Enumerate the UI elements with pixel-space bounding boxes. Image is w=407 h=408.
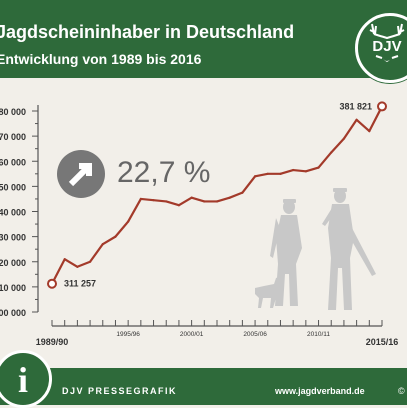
y-tick-label: 360 000	[0, 157, 26, 167]
change-percent: 22,7 %	[117, 156, 211, 189]
data-series	[47, 101, 387, 289]
y-tick-label: 320 000	[0, 258, 26, 268]
logo-text: DJV	[372, 38, 402, 55]
y-tick-label: 310 000	[0, 283, 26, 293]
series-line-segment	[190, 196, 206, 203]
x-tick-label: 1989/90	[36, 337, 69, 347]
y-tick-label: 350 000	[0, 182, 26, 192]
series-line-segment	[355, 118, 371, 133]
series-line-segment	[330, 137, 346, 154]
data-point	[377, 101, 387, 112]
series-line-segment	[152, 199, 168, 203]
footer-link[interactable]: www.jagdverband.de	[275, 386, 365, 396]
footer: DJV PRESSEGRAFIK www.jagdverband.de ©	[0, 368, 407, 405]
x-tick-label: 2000/01	[180, 331, 204, 338]
antlers-icon	[369, 23, 405, 62]
hunters-silhouette	[255, 188, 376, 310]
footer-label: DJV PRESSEGRAFIK	[62, 386, 178, 396]
series-line-segment	[253, 172, 269, 178]
y-tick-label: 380 000	[0, 107, 26, 117]
y-tick-label: 370 000	[0, 132, 26, 142]
series-line-segment	[342, 118, 358, 140]
series-line-segment	[88, 243, 104, 263]
arrow-up-right-icon	[57, 150, 105, 198]
series-line-segment	[215, 196, 231, 203]
header-banner: Jagdscheininhaber in Deutschland Entwick…	[0, 0, 407, 83]
chart-area: 380 000 370 000 360 000 350 000 340 000 330 0…	[0, 78, 407, 368]
data-point	[47, 278, 57, 289]
series-line-segment	[177, 196, 193, 207]
series-line-segment	[279, 168, 295, 175]
series-line-segment	[101, 235, 117, 246]
line-chart: 380 000 370 000 360 000 350 000 340 000 330 0…	[0, 101, 399, 347]
data-label-last: 381 821	[339, 101, 372, 111]
y-axis: 380 000 370 000 360 000 350 000 340 000 330 0…	[0, 105, 39, 318]
y-tick-label: 340 000	[0, 208, 26, 218]
series-line-segment	[292, 168, 307, 173]
x-tick-label: 1995/96	[116, 331, 140, 338]
copyright-mark: ©	[398, 386, 405, 396]
series-line-segment	[127, 197, 142, 223]
series-line-segment	[228, 191, 244, 199]
series-line-segment	[165, 200, 181, 207]
x-tick-label: 2010/11	[307, 331, 330, 338]
series-line-segment	[114, 220, 130, 238]
series-line-segment	[304, 166, 320, 173]
data-labels: 311 257 381 821	[64, 101, 372, 288]
data-label-first: 311 257	[64, 279, 96, 289]
y-tick-label: 330 000	[0, 233, 26, 243]
djv-logo: DJV	[355, 13, 407, 83]
series-line-segment	[76, 260, 92, 268]
x-axis: 1989/90 1995/96 2000/01 2005/06 2010/11 2015/…	[36, 320, 399, 347]
page-title: Jagdscheininhaber in Deutschland	[0, 22, 295, 42]
series-line-segment	[241, 175, 257, 194]
series-line-segment	[139, 197, 155, 202]
y-tick-label: 300 000	[0, 308, 26, 318]
series-line-segment	[63, 258, 79, 268]
x-tick-label: 2015/16	[366, 337, 399, 347]
page-subtitle: Entwicklung von 1989 bis 2016	[0, 51, 202, 67]
info-icon: i	[0, 350, 52, 408]
x-tick-label: 2005/06	[243, 331, 267, 338]
series-line-segment	[317, 151, 333, 169]
